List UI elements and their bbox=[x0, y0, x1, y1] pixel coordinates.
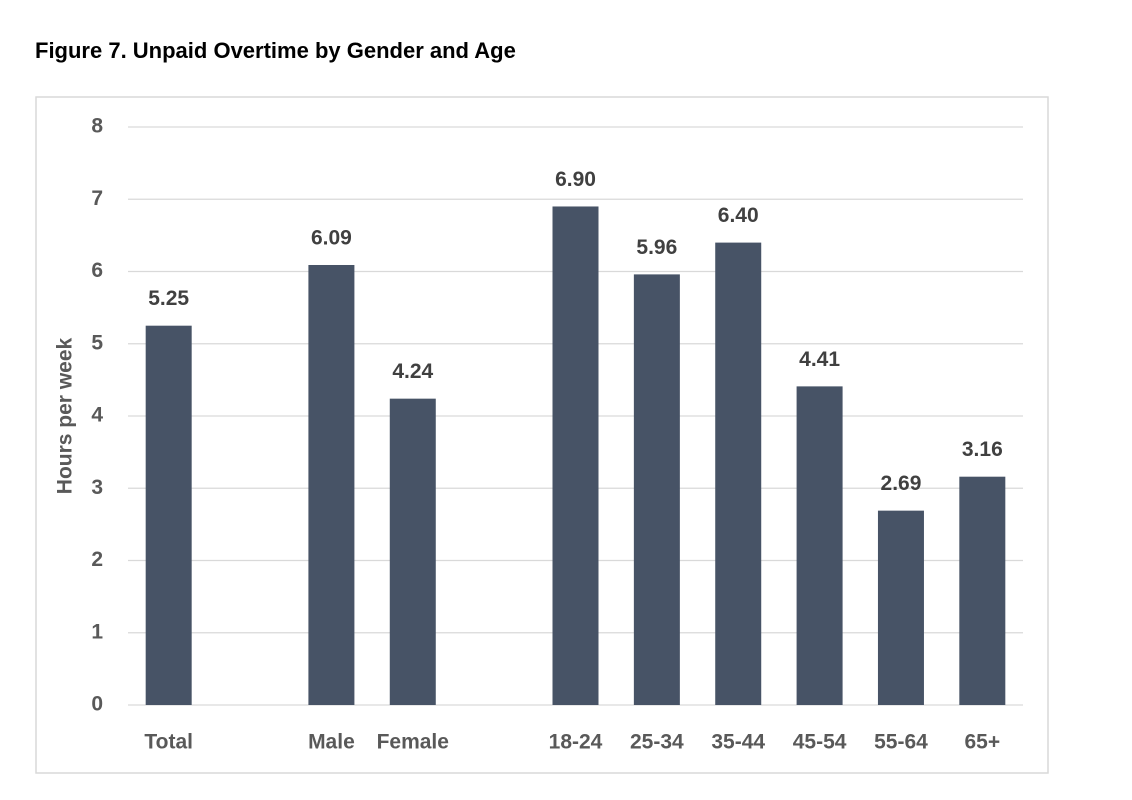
bar bbox=[389, 398, 436, 705]
y-tick-label: 5 bbox=[91, 331, 103, 354]
bar bbox=[633, 274, 680, 705]
value-label: 4.41 bbox=[799, 348, 840, 371]
value-label: 5.25 bbox=[148, 287, 189, 310]
y-tick-label: 4 bbox=[91, 404, 103, 427]
x-tick-label: 18-24 bbox=[549, 731, 603, 754]
y-tick-label: 7 bbox=[91, 187, 103, 210]
bar bbox=[959, 476, 1006, 705]
value-label: 3.16 bbox=[962, 438, 1003, 461]
bar bbox=[145, 325, 192, 705]
bar bbox=[715, 242, 762, 705]
value-label: 4.24 bbox=[392, 360, 433, 383]
y-axis-label: Hours per week bbox=[54, 337, 77, 494]
chart-frame bbox=[35, 96, 1049, 774]
x-tick-label: 65+ bbox=[965, 731, 1001, 754]
x-tick-label: 25-34 bbox=[630, 731, 684, 754]
y-tick-label: 6 bbox=[91, 259, 103, 282]
x-tick-label: 45-54 bbox=[793, 731, 847, 754]
value-label: 6.40 bbox=[718, 204, 759, 227]
x-tick-label: Total bbox=[144, 731, 193, 754]
x-tick-label: Male bbox=[308, 731, 355, 754]
bar bbox=[796, 386, 843, 705]
y-tick-label: 1 bbox=[91, 620, 103, 643]
bar bbox=[308, 264, 355, 705]
y-tick-label: 3 bbox=[91, 476, 103, 499]
value-label: 6.09 bbox=[311, 227, 352, 250]
y-tick-label: 8 bbox=[91, 115, 103, 138]
value-label: 5.96 bbox=[636, 236, 677, 259]
y-tick-label: 2 bbox=[91, 548, 103, 571]
bar bbox=[877, 510, 924, 705]
x-tick-label: 35-44 bbox=[711, 731, 765, 754]
x-tick-label: 55-64 bbox=[874, 731, 928, 754]
bar bbox=[552, 206, 599, 705]
value-label: 2.69 bbox=[881, 472, 922, 495]
y-tick-label: 0 bbox=[91, 693, 103, 716]
chart-title: Figure 7. Unpaid Overtime by Gender and … bbox=[35, 38, 516, 63]
value-label: 6.90 bbox=[555, 168, 596, 191]
x-tick-label: Female bbox=[377, 731, 449, 754]
